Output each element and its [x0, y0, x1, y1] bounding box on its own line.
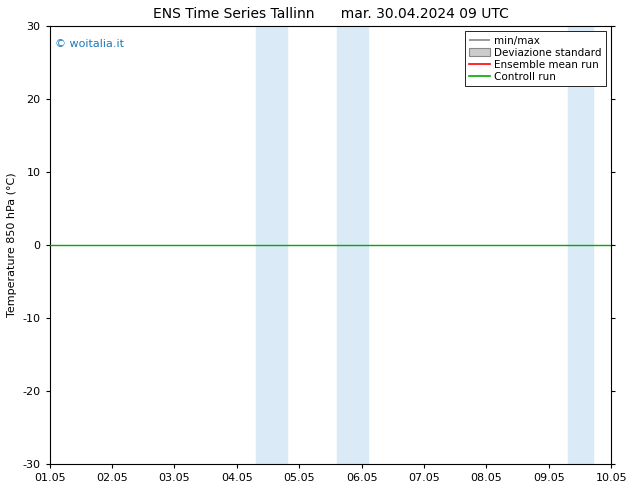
Bar — [618, 26, 634, 464]
Y-axis label: Temperature 850 hPa (°C): Temperature 850 hPa (°C) — [7, 173, 17, 318]
Legend: min/max, Deviazione standard, Ensemble mean run, Controll run: min/max, Deviazione standard, Ensemble m… — [465, 31, 606, 86]
Bar — [337, 26, 368, 464]
Bar — [256, 26, 287, 464]
Title: ENS Time Series Tallinn      mar. 30.04.2024 09 UTC: ENS Time Series Tallinn mar. 30.04.2024 … — [153, 7, 508, 21]
Bar — [567, 26, 593, 464]
Text: © woitalia.it: © woitalia.it — [55, 39, 124, 49]
